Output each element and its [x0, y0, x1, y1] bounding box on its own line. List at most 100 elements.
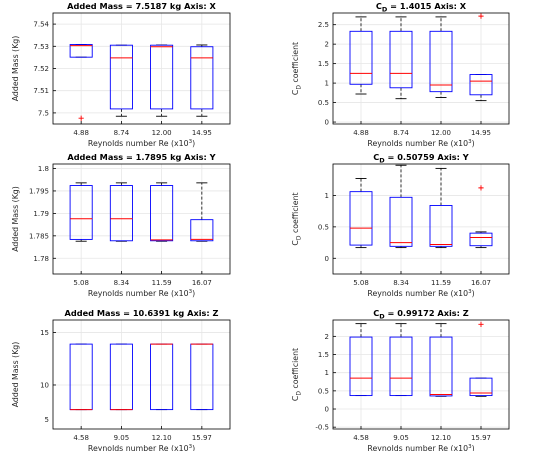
- chart-title: CD = 0.50759 Axis: Y: [373, 152, 470, 165]
- chart-title-part: Added Mass = 7.5187 kg Axis: X: [67, 1, 216, 11]
- axes-frame: [52, 319, 231, 430]
- box-body: [389, 196, 413, 247]
- x-tick-label: 15.97: [192, 434, 212, 442]
- x-tick-label: 8.74: [114, 129, 130, 137]
- chart-title-part: C: [373, 308, 379, 318]
- chart-title-part: D: [379, 313, 385, 321]
- chart-title-part: C: [373, 152, 379, 162]
- y-tick-label: 0: [325, 406, 329, 414]
- y-axis-label: CD coefficient: [291, 348, 303, 401]
- box-4: [469, 185, 493, 249]
- y-tick-label: 7.52: [33, 65, 49, 73]
- y-axis-label-part: D: [296, 85, 303, 90]
- x-axis-label: Reynolds number Re (x103): [88, 289, 195, 298]
- box-body: [389, 336, 413, 397]
- box-3: [150, 44, 174, 117]
- x-tick-label: 14.95: [192, 129, 212, 137]
- plot-area: [53, 320, 230, 429]
- box-body: [469, 74, 493, 96]
- box-2: [109, 182, 133, 242]
- y-tick-label: 10: [40, 381, 49, 389]
- y-tick-label: 1: [325, 192, 329, 200]
- chart-title-part: D: [382, 6, 388, 14]
- x-axis-label-part: Reynolds number Re (x10: [88, 444, 189, 451]
- chart-panel-5: 10 15 5 4.58 9.05 12.10 15.97 Added Mass = 10.6…: [11, 308, 231, 451]
- box-4: [469, 13, 493, 102]
- box-body: [190, 219, 214, 242]
- x-axis-label-part: 3: [189, 444, 193, 450]
- plot-area: [333, 320, 509, 429]
- y-tick-label: 7.5: [38, 109, 49, 117]
- box-1: [349, 178, 373, 249]
- y-tick-label: 0.5: [318, 223, 329, 231]
- box-1: [349, 323, 373, 397]
- x-tick-label: 8.34: [393, 279, 409, 287]
- x-tick-label: 8.34: [114, 279, 130, 287]
- box-2: [389, 323, 413, 397]
- y-tick-label: 7.51: [33, 87, 49, 95]
- chart-title-part: = 1.4015 Axis: X: [387, 1, 466, 11]
- box-1: [69, 44, 93, 121]
- plot-area: [333, 164, 509, 274]
- y-axis-label: Added Mass (Kg): [11, 186, 20, 252]
- y-tick-label: 1.78: [33, 255, 49, 263]
- box-body: [389, 30, 413, 89]
- box-body: [109, 185, 133, 242]
- box-body: [150, 185, 174, 242]
- box-3: [429, 323, 453, 397]
- outlier-marker: [478, 321, 484, 327]
- x-axis-label-part: ): [192, 289, 195, 298]
- x-tick-label: 11.59: [152, 279, 172, 287]
- x-tick-label: 15.97: [471, 434, 491, 442]
- x-tick-label: 9.05: [114, 434, 130, 442]
- y-tick-label: 0.5: [318, 99, 329, 107]
- x-axis-label: Reynolds number Re (x103): [367, 139, 474, 148]
- chart-title-part: = 0.99172 Axis: Z: [385, 308, 469, 318]
- box-4: [190, 44, 214, 117]
- box-body: [349, 336, 373, 397]
- box-body: [349, 30, 373, 85]
- y-axis-label-part: C: [291, 240, 300, 246]
- x-axis-label-part: 3: [468, 139, 472, 145]
- x-axis-label-part: Reynolds number Re (x10: [367, 444, 468, 451]
- box-1: [349, 16, 373, 95]
- chart-title: CD = 0.99172 Axis: Z: [373, 308, 469, 321]
- x-tick-label: 4.58: [353, 434, 369, 442]
- box-4: [190, 182, 214, 242]
- chart-title: Added Mass = 1.7895 kg Axis: Y: [67, 152, 216, 162]
- x-tick-label: 4.58: [73, 434, 89, 442]
- y-axis-label-part: coefficient: [291, 192, 300, 235]
- axes-frame: [332, 12, 510, 125]
- y-tick-label: -0.5: [315, 424, 329, 432]
- box-2: [389, 16, 413, 100]
- box-2: [109, 44, 133, 117]
- x-axis-label: Reynolds number Re (x103): [88, 139, 195, 148]
- x-tick-label: 12.10: [431, 434, 451, 442]
- x-axis-label: Reynolds number Re (x103): [367, 289, 474, 298]
- chart-panel-3: 1.78 1.785 1.79 1.795 1.8 5.08 8.34 11.59 16.07 A…: [11, 152, 231, 298]
- y-tick-label: 0.5: [318, 387, 329, 395]
- box-body: [469, 232, 493, 247]
- x-tick-label: 5.08: [73, 279, 89, 287]
- y-tick-label: 2: [325, 41, 329, 49]
- y-axis-label-part: C: [291, 395, 300, 401]
- y-axis-label-part: Added Mass (Kg): [11, 36, 20, 102]
- box-3: [429, 167, 453, 249]
- y-tick-label: 5: [45, 416, 49, 424]
- y-tick-label: 1: [325, 369, 329, 377]
- y-tick-label: 1.8: [38, 165, 49, 173]
- x-axis-label-part: ): [472, 289, 475, 298]
- y-axis-label: CD coefficient: [291, 192, 303, 245]
- box-body: [69, 44, 93, 58]
- y-tick-label: 0: [325, 119, 329, 127]
- y-tick-label: 1.5: [318, 60, 329, 68]
- box-body: [469, 377, 493, 397]
- x-tick-label: 4.88: [353, 129, 369, 137]
- box-body: [150, 44, 174, 110]
- box-3: [150, 343, 174, 411]
- chart-title-part: = 0.50759 Axis: Y: [385, 152, 470, 162]
- outlier-marker: [478, 13, 484, 19]
- y-tick-label: 1.785: [29, 232, 49, 240]
